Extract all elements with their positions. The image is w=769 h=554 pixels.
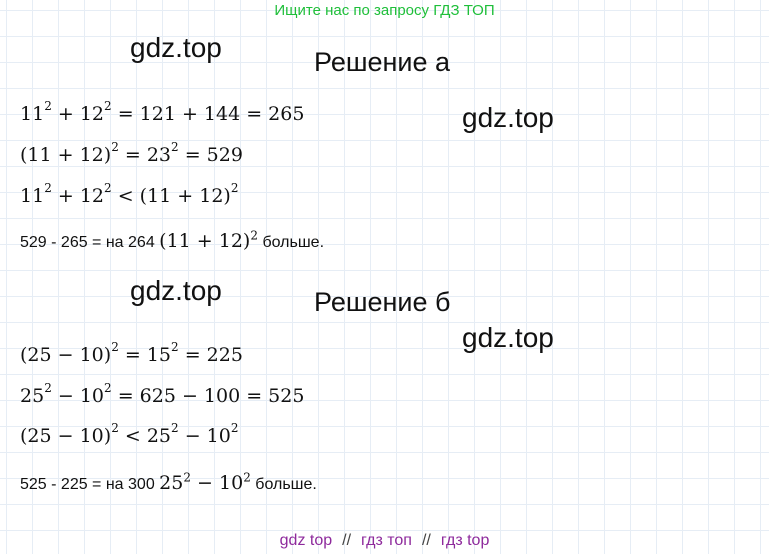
math-line-b1: (25 − 10)2 = 152 = 225 bbox=[20, 340, 243, 366]
footer-link-gdz-top[interactable]: gdz top bbox=[279, 532, 333, 549]
math-line-a3: 112 + 122 < (11 + 12)2 bbox=[20, 181, 239, 207]
conclusion-b: 525 - 225 = на 300 252 − 102 больше. bbox=[20, 470, 317, 494]
footer-separator: // bbox=[421, 532, 431, 549]
footer-separator: // bbox=[342, 532, 352, 549]
conclusion-a: 529 - 265 = на 264 (11 + 12)2 больше. bbox=[20, 228, 325, 252]
footer-links: gdz top // гдз топ // гдз top bbox=[0, 532, 769, 550]
watermark: gdz.top bbox=[130, 32, 222, 63]
top-banner[interactable]: Ищите нас по запросу ГДЗ ТОП bbox=[274, 2, 495, 19]
watermark: gdz.top bbox=[462, 322, 554, 353]
footer-link-gdz-top-mixed[interactable]: гдз top bbox=[440, 532, 490, 549]
footer-link-gdz-top-ru[interactable]: гдз топ bbox=[361, 532, 412, 549]
math-line-a1: 112 + 122 = 121 + 144 = 265 bbox=[20, 99, 305, 125]
watermark: gdz.top bbox=[462, 102, 554, 133]
heading-part-b: Решение б bbox=[314, 287, 451, 317]
heading-part-a: Решение а bbox=[314, 47, 451, 77]
math-line-a2: (11 + 12)2 = 232 = 529 bbox=[20, 140, 243, 166]
watermark: gdz.top bbox=[130, 275, 222, 306]
math-line-b3: (25 − 10)2 < 252 − 102 bbox=[20, 421, 239, 447]
math-line-b2: 252 − 102 = 625 − 100 = 525 bbox=[20, 381, 305, 407]
